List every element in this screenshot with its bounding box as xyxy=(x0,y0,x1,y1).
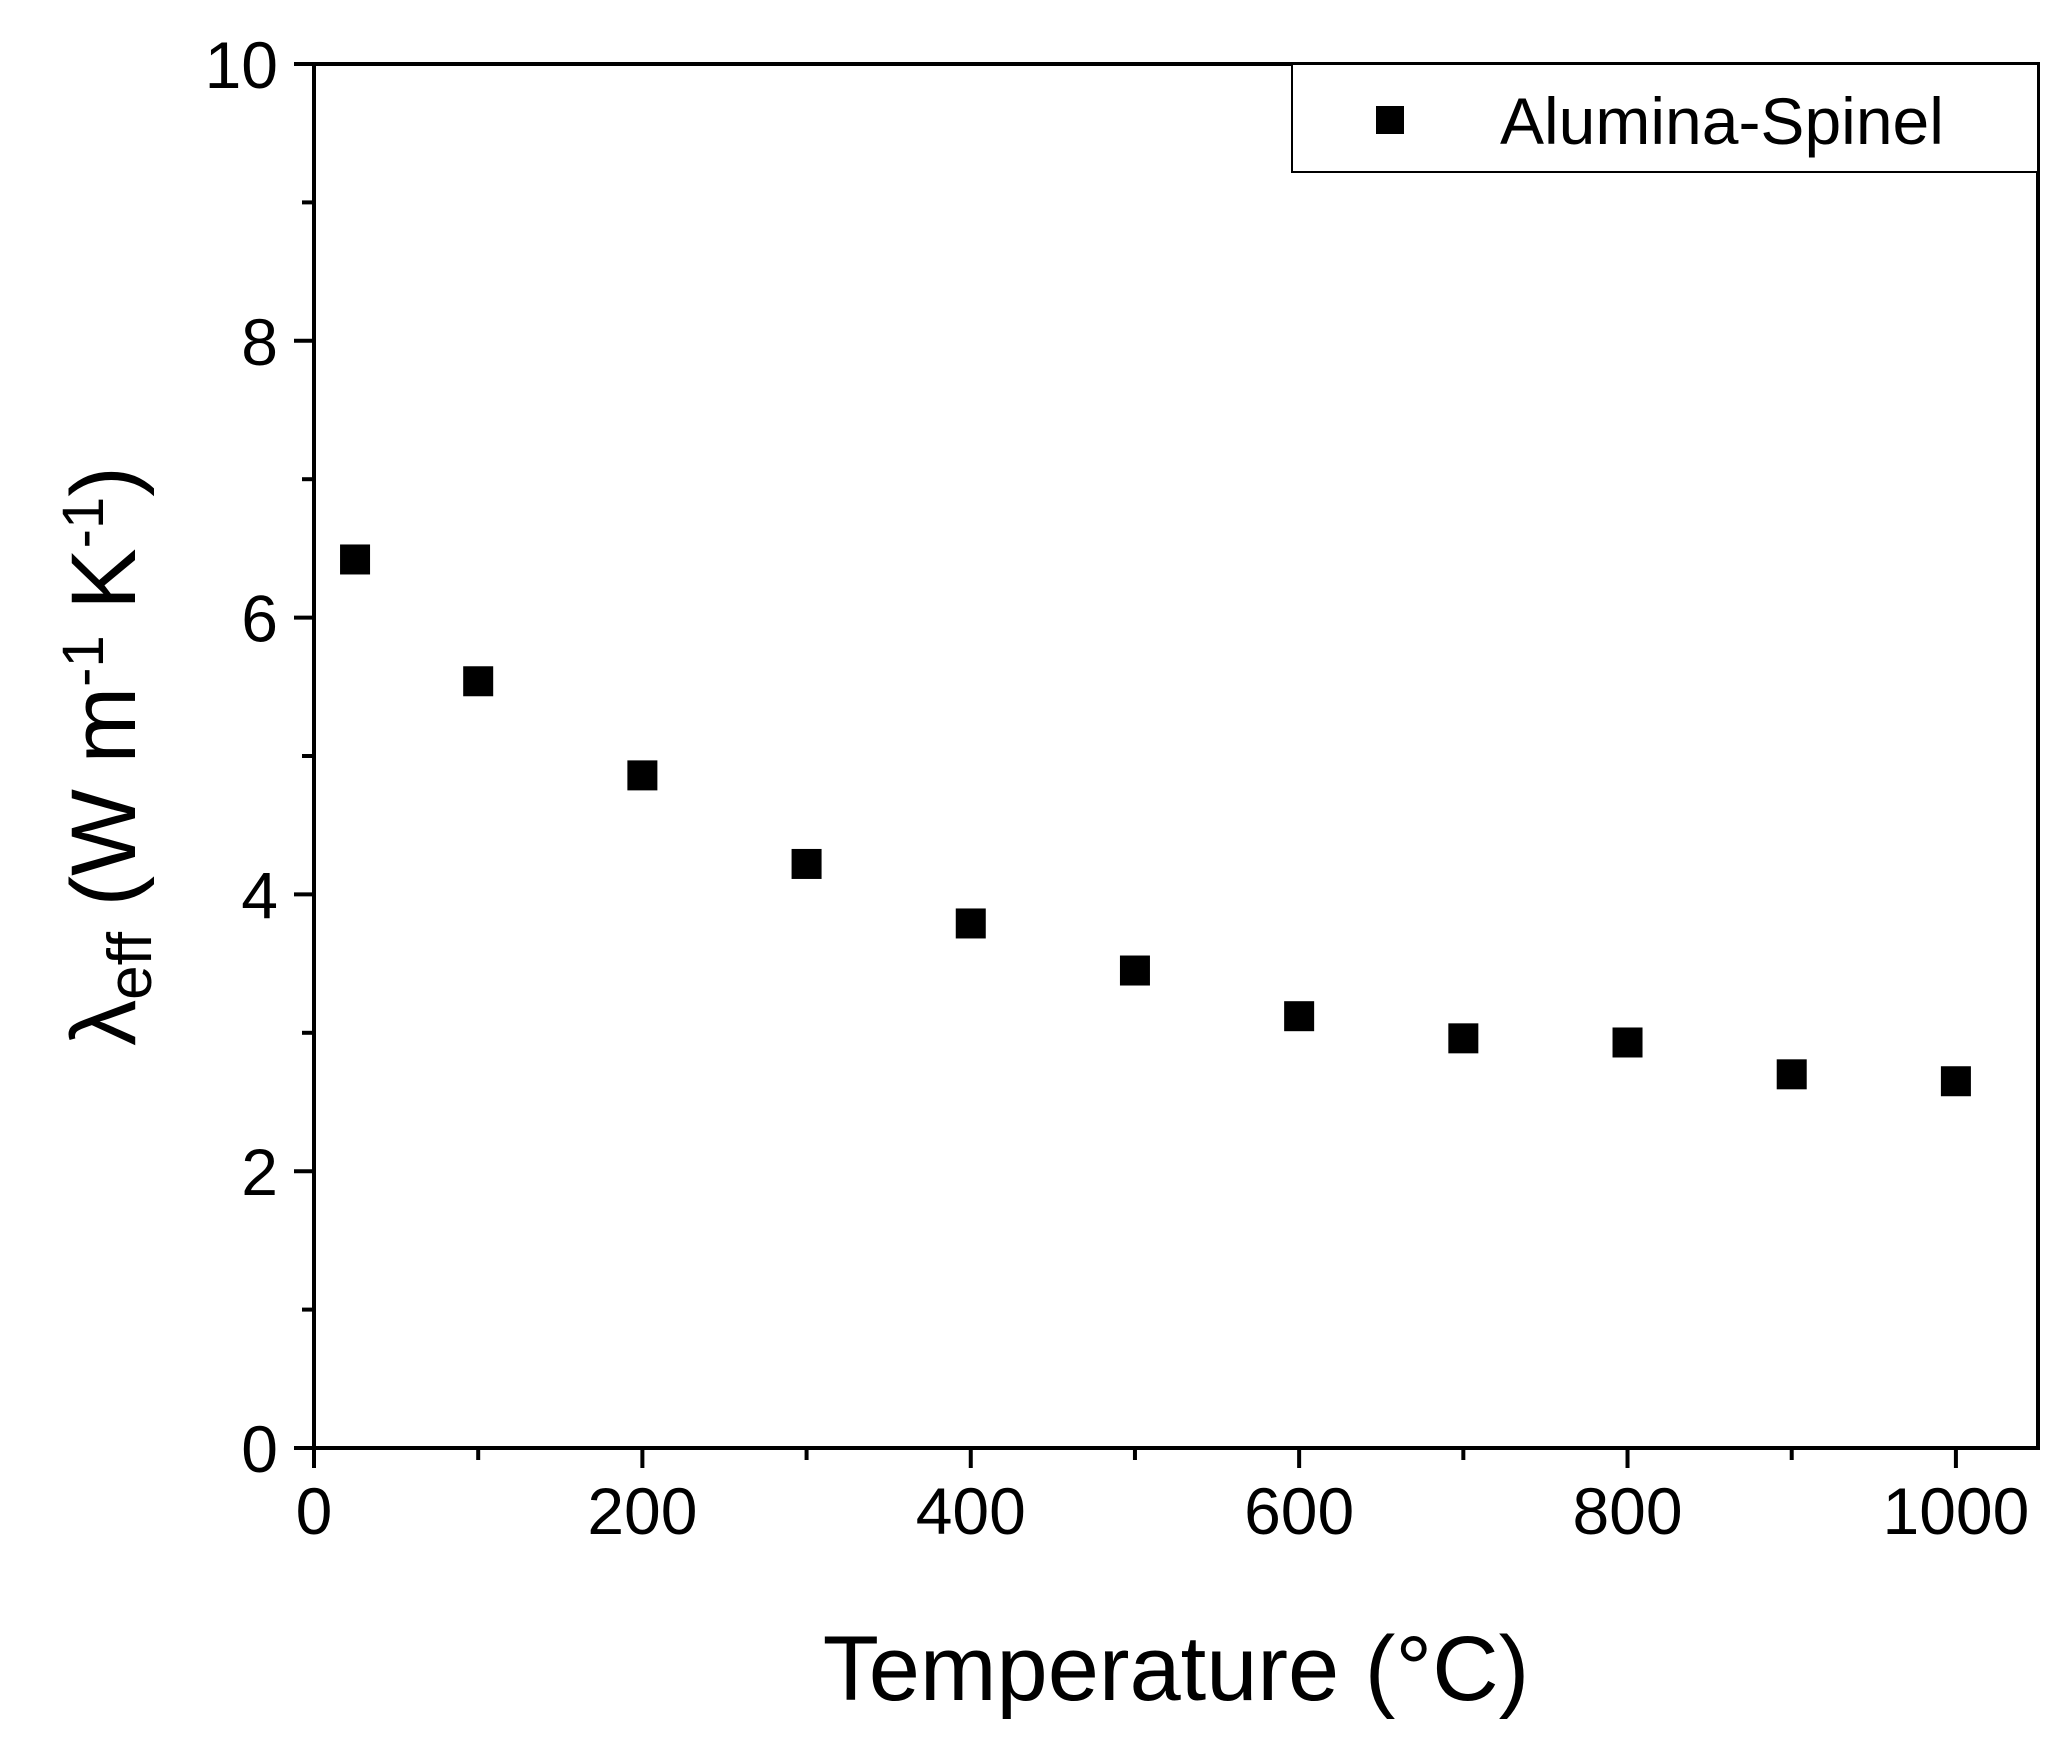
data-point xyxy=(1940,1066,1971,1097)
y-tick-label: 8 xyxy=(241,305,278,379)
y-tick-label: 10 xyxy=(205,28,278,102)
y-axis-title-close: ) xyxy=(53,466,155,497)
data-point xyxy=(1448,1023,1479,1054)
y-tick-label: 0 xyxy=(241,1412,278,1486)
data-point xyxy=(627,760,658,791)
data-point xyxy=(1612,1027,1643,1058)
x-tick-label: 800 xyxy=(1572,1474,1682,1548)
y-axis-title-sup2: -1 xyxy=(51,497,116,549)
legend-box xyxy=(1291,63,2039,173)
x-axis-ticks: 0 200 400 600 800 1000 xyxy=(296,1448,2029,1548)
x-axis-title: Temperature (°C) xyxy=(823,1618,1530,1720)
y-axis-ticks: 0 2 4 6 8 10 xyxy=(205,28,314,1486)
data-point xyxy=(1776,1059,1807,1090)
data-point xyxy=(791,848,822,879)
data-point xyxy=(1284,1001,1315,1032)
y-tick-label: 2 xyxy=(241,1135,278,1209)
y-axis-title-units-k: K xyxy=(53,548,155,635)
y-tick-label: 4 xyxy=(241,858,278,932)
y-axis-title-units: (W m xyxy=(53,687,155,932)
x-tick-label: 0 xyxy=(296,1474,333,1548)
x-tick-label: 600 xyxy=(1244,1474,1354,1548)
data-point xyxy=(340,544,371,575)
data-points xyxy=(340,544,1971,1097)
legend: Alumina-Spinel xyxy=(1291,63,2039,173)
x-tick-label: 1000 xyxy=(1882,1474,2029,1548)
plot-frame xyxy=(312,62,2040,1450)
data-point xyxy=(1119,955,1150,986)
y-axis-title-sup1: -1 xyxy=(51,635,116,687)
y-axis-title-symbol: λ xyxy=(53,1000,155,1046)
data-point xyxy=(955,908,986,939)
legend-label: Alumina-Spinel xyxy=(1500,84,1944,158)
y-axis-title-subscript: eff xyxy=(96,931,165,1000)
data-point xyxy=(463,666,494,697)
legend-marker-square-icon xyxy=(1376,106,1404,134)
x-tick-label: 400 xyxy=(916,1474,1026,1548)
x-tick-label: 200 xyxy=(587,1474,697,1548)
y-tick-label: 6 xyxy=(241,582,278,656)
y-axis-title: λeff (W m-1 K-1) xyxy=(51,466,165,1046)
